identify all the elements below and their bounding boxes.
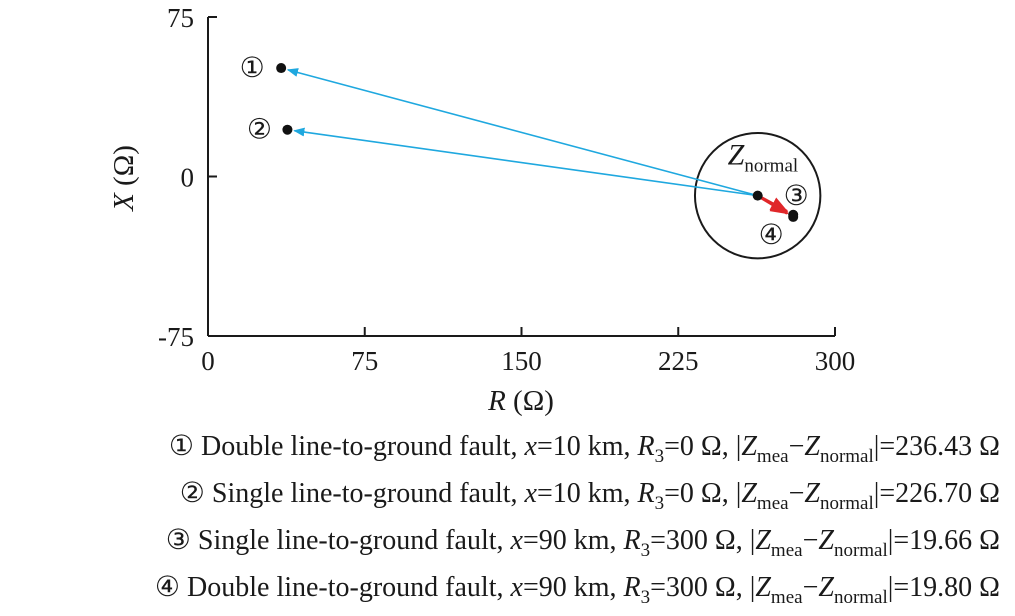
x-tick-label: 150 (501, 346, 542, 376)
z-normal-label: Znormal (728, 139, 799, 177)
y-tick-label: 75 (167, 3, 194, 33)
fault-point-4 (788, 211, 799, 222)
legend-entry-4: ④ Double line-to-ground fault, x=90 km, … (155, 572, 1000, 608)
data-points (276, 63, 799, 222)
x-tick-label: 225 (658, 346, 699, 376)
y-tick-label: 0 (181, 163, 195, 193)
legend: ① Double line-to-ground fault, x=10 km, … (155, 431, 1000, 608)
y-axis-ticks: 75 0 -75 (158, 3, 217, 352)
fault-arrow-1 (286, 68, 758, 197)
normal-region-circle (693, 131, 822, 260)
x-axis-label: R (Ω) (487, 385, 554, 417)
y-tick-label: -75 (158, 322, 194, 352)
x-tick-label: 75 (351, 346, 378, 376)
fault-point-2 (282, 124, 293, 135)
x-axis-ticks: 0 75 150 225 300 (201, 327, 855, 376)
legend-entry-3: ③ Single line-to-ground fault, x=90 km, … (166, 525, 1000, 561)
legend-entry-1: ① Double line-to-ground fault, x=10 km, … (169, 431, 1000, 467)
z-normal-point (752, 190, 763, 201)
fault-arrow-4 (756, 194, 789, 215)
x-tick-label: 300 (815, 346, 856, 376)
point-markers: ① ② ③④ (240, 53, 809, 251)
fault-arrows (286, 68, 789, 215)
fault-arrow-2 (293, 127, 758, 197)
legend-entry-2: ② Single line-to-ground fault, x=10 km, … (180, 478, 1000, 514)
point-marker-1: ① (240, 53, 265, 84)
x-tick-label: 0 (201, 346, 215, 376)
point-marker-4: ④ (759, 220, 784, 251)
point-marker-2: ② (247, 115, 272, 146)
y-axis-label: X (Ω) (108, 145, 140, 212)
fault-point-1 (276, 63, 287, 74)
point-marker-3: ③ (784, 181, 809, 212)
